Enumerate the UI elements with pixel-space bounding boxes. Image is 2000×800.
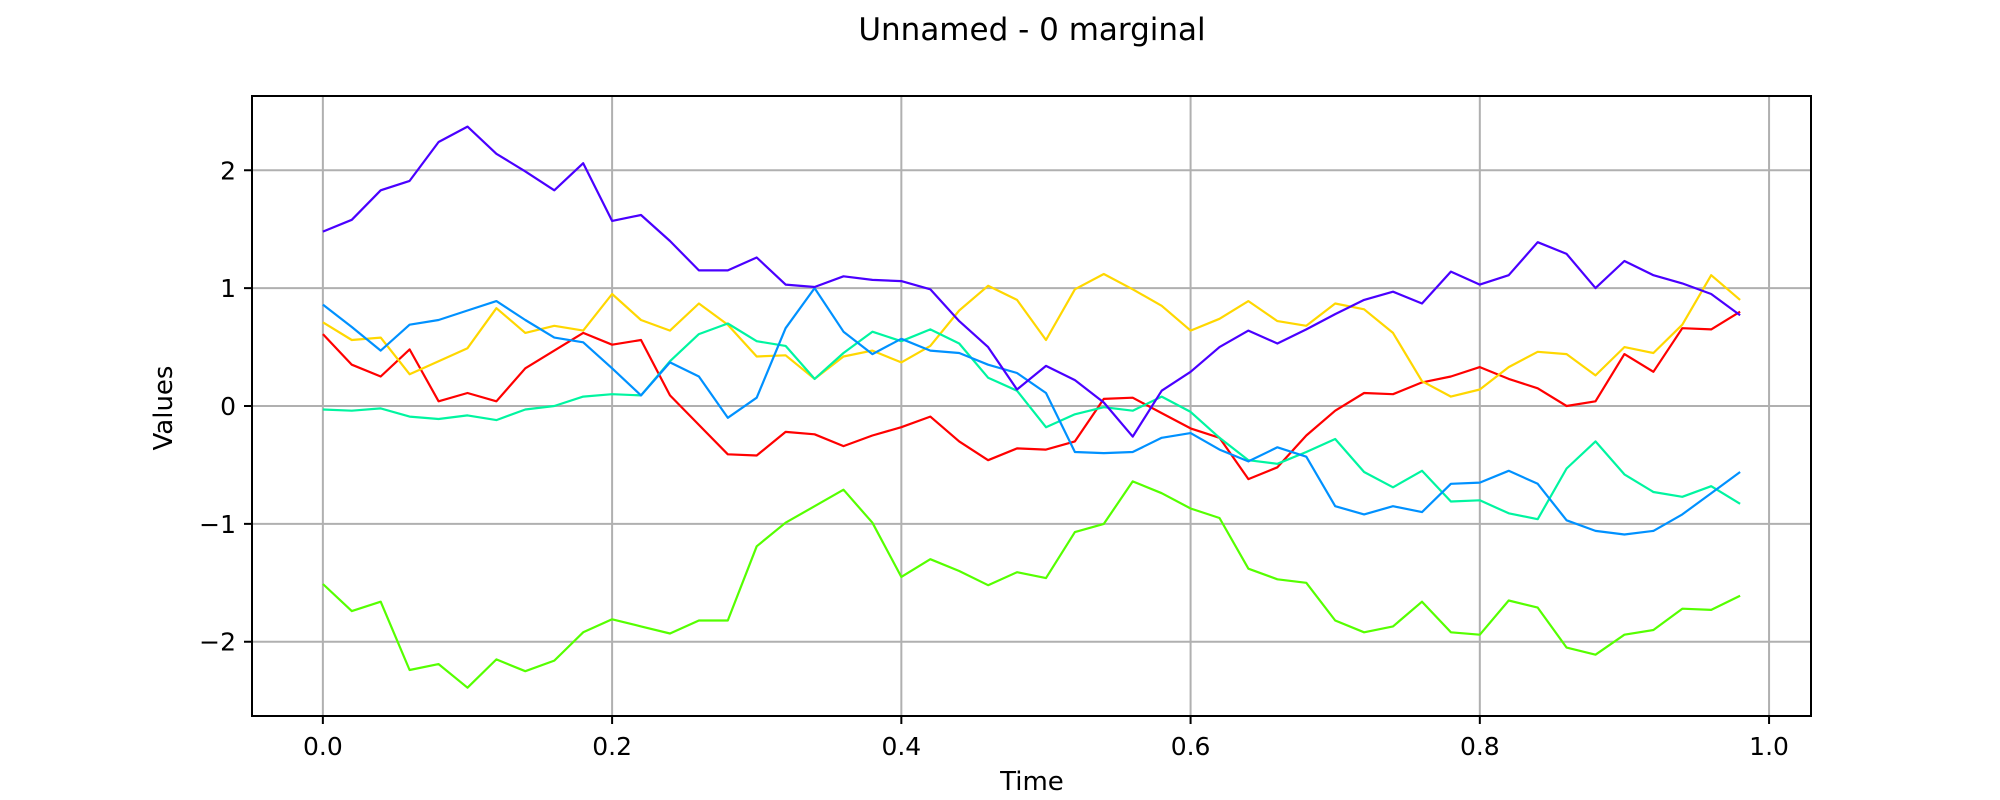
- x-tick-label: 0.0: [303, 732, 343, 761]
- x-tick-label: 1.0: [1749, 732, 1789, 761]
- series-line-2: [322, 272, 1741, 398]
- ticks: 0.0 0.2 0.4 0.6 0.8 1.0 −2 −1 0 1 2: [199, 156, 1789, 761]
- y-tick-label: 0: [220, 392, 236, 421]
- series-line-6: [322, 125, 1741, 438]
- y-tick-label: −1: [199, 510, 236, 539]
- chart-title: Unnamed - 0 marginal: [858, 12, 1205, 48]
- x-tick-label: 0.2: [592, 732, 632, 761]
- x-tick-label: 0.8: [1460, 732, 1500, 761]
- x-axis-label: Time: [999, 767, 1064, 797]
- series-group: [322, 125, 1741, 689]
- plot-frame: [251, 95, 1812, 717]
- grid: [252, 96, 1811, 716]
- series-line-1: [322, 310, 1741, 481]
- series-line-4: [322, 322, 1741, 521]
- series-line-3: [322, 480, 1741, 689]
- y-axis-label: Values: [149, 366, 179, 451]
- y-tick-label: −2: [199, 628, 236, 657]
- series-line-5: [322, 287, 1741, 536]
- x-tick-label: 0.6: [1171, 732, 1211, 761]
- x-tick-label: 0.4: [881, 732, 921, 761]
- y-tick-label: 1: [220, 274, 236, 303]
- y-tick-label: 2: [220, 156, 236, 185]
